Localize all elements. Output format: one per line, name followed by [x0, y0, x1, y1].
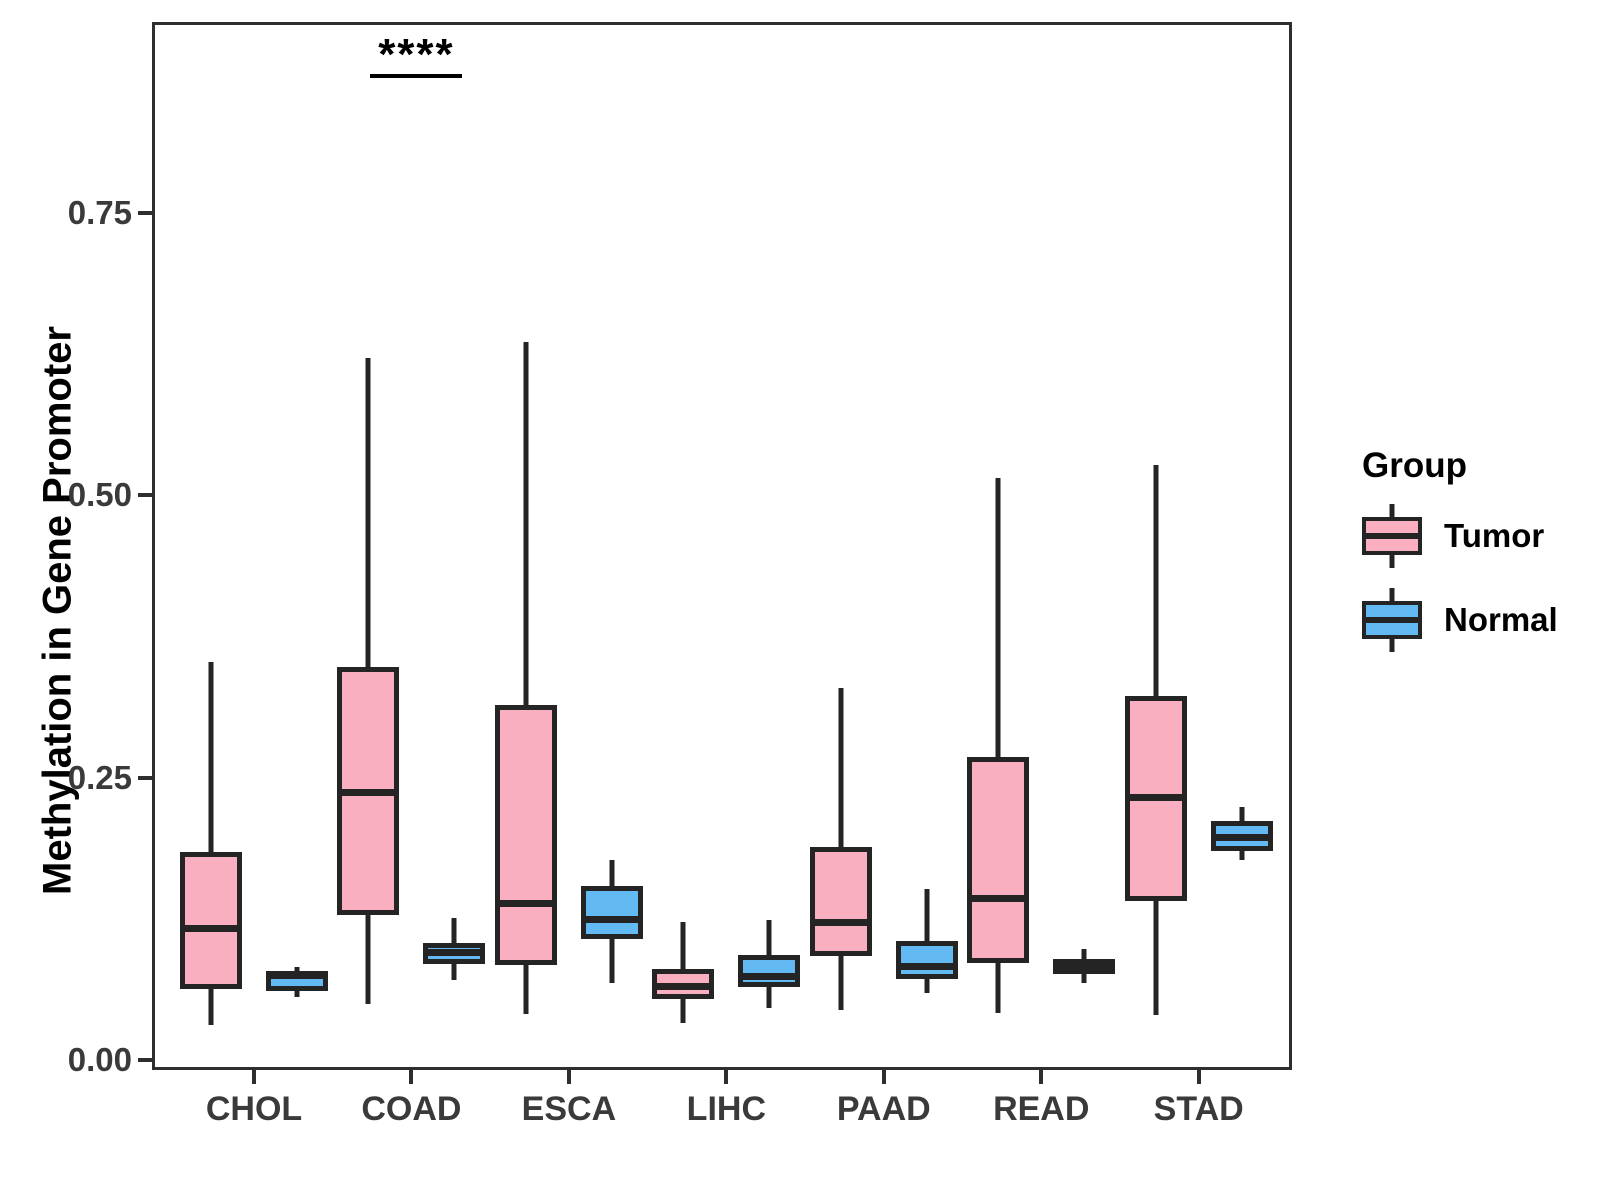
y-tick-label: 0.50 — [67, 476, 132, 514]
median-esca-normal — [580, 916, 643, 924]
box-chol-tumor — [180, 852, 242, 989]
box-paad-tumor — [809, 846, 872, 957]
normal-boxplot-key-icon — [1362, 588, 1422, 652]
median-read-normal — [1053, 962, 1116, 970]
y-tick-mark — [138, 1058, 152, 1062]
legend-label-tumor: Tumor — [1444, 517, 1545, 554]
legend-item-normal: Normal — [1362, 588, 1558, 652]
median-coad-tumor — [337, 788, 400, 796]
y-tick-label: 0.00 — [67, 1041, 132, 1078]
median-paad-tumor — [809, 918, 872, 926]
median-paad-normal — [895, 962, 958, 970]
median-lihc-normal — [738, 972, 801, 980]
x-tick-label-paad: PAAD — [836, 1090, 931, 1128]
x-tick-mark — [881, 1070, 886, 1084]
y-tick-mark — [138, 211, 152, 215]
median-stad-normal — [1210, 834, 1273, 842]
y-tick-label: 0.75 — [67, 194, 132, 231]
y-tick-mark — [138, 775, 152, 780]
y-tick-mark — [138, 493, 152, 498]
median-esca-tumor — [494, 899, 557, 907]
x-tick-label-read: READ — [993, 1090, 1090, 1128]
whisker-esca-tumor — [523, 341, 529, 1014]
box-esca-normal — [580, 886, 643, 940]
legend: Group Tumor Normal — [1362, 446, 1558, 672]
box-paad-normal — [895, 941, 958, 979]
x-tick-mark — [409, 1070, 414, 1084]
x-tick-mark — [252, 1070, 256, 1084]
box-lihc-normal — [738, 954, 801, 987]
tumor-boxplot-key-icon — [1362, 504, 1422, 568]
median-chol-normal — [266, 971, 328, 979]
x-tick-mark — [724, 1070, 729, 1084]
median-stad-tumor — [1124, 794, 1187, 802]
legend-item-tumor: Tumor — [1362, 504, 1558, 568]
x-tick-label-coad: COAD — [361, 1090, 462, 1128]
x-tick-label-lihc: LIHC — [686, 1090, 767, 1128]
x-tick-label-chol: CHOL — [205, 1090, 303, 1128]
whisker-chol-tumor — [208, 662, 214, 1025]
x-tick-mark — [1196, 1070, 1201, 1084]
box-esca-tumor — [494, 705, 557, 966]
x-tick-label-esca: ESCA — [521, 1090, 617, 1128]
median-chol-tumor — [180, 925, 242, 933]
x-tick-label-stad: STAD — [1153, 1090, 1244, 1128]
median-coad-normal — [423, 949, 486, 957]
significance-stars: **** — [378, 30, 455, 79]
legend-title: Group — [1362, 446, 1467, 485]
whisker-read-tumor — [995, 478, 1001, 1013]
legend-label-normal: Normal — [1444, 601, 1558, 638]
median-lihc-tumor — [652, 983, 715, 991]
box-read-tumor — [967, 757, 1030, 963]
x-tick-mark — [1039, 1070, 1044, 1084]
x-tick-mark — [566, 1070, 571, 1084]
median-read-tumor — [967, 895, 1030, 902]
significance-line — [370, 74, 463, 78]
y-tick-label: 0.25 — [67, 758, 132, 796]
